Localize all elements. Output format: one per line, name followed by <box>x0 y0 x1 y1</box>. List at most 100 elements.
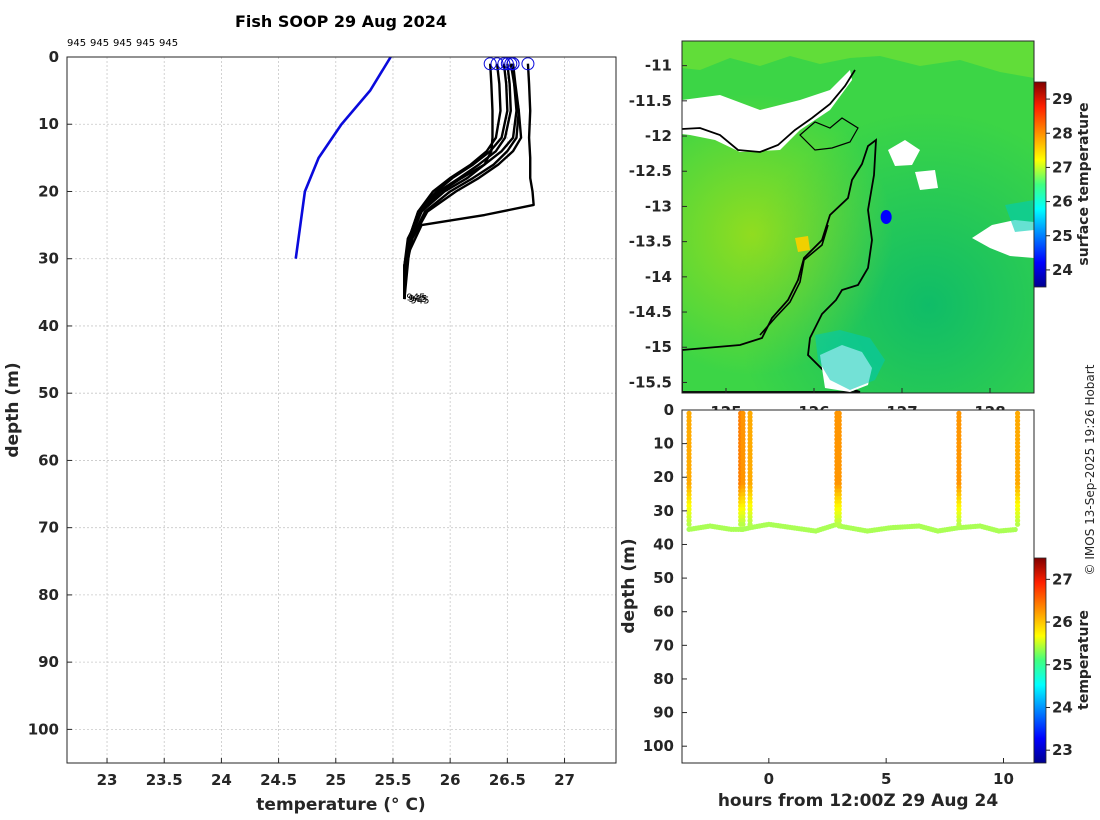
cast-point <box>956 503 962 509</box>
cast-point <box>836 425 842 431</box>
cast-point <box>686 414 692 420</box>
cast-point <box>956 518 962 524</box>
cast-point <box>836 436 842 442</box>
cast-point <box>1014 518 1021 524</box>
cast-point <box>747 410 753 416</box>
cast-point <box>740 451 746 457</box>
cast-point <box>686 447 692 453</box>
cast-point <box>1014 473 1021 479</box>
cast-point <box>836 469 842 476</box>
cast-point <box>1014 421 1021 428</box>
cloud-patch-small <box>915 170 938 190</box>
cast-point <box>836 499 842 505</box>
cast-point <box>740 418 746 424</box>
profile-line-p8 <box>403 63 535 300</box>
cast-point <box>1014 484 1021 490</box>
profile-panel: 23 23.5 24 24.5 25 25.5 26 26.5 27 0 10 20 30 40 50 60… <box>3 38 617 815</box>
profile-x-tick-label: 24.5 <box>260 771 297 789</box>
cast-point <box>740 421 746 428</box>
sst-map-y-tick-label: -11 <box>645 57 672 75</box>
cast-point <box>686 444 692 450</box>
sst-colorbar-label: surface temperature <box>1076 102 1092 265</box>
sst-map-y-tick-label: -15 <box>645 338 672 356</box>
cast-point <box>740 466 746 472</box>
temperature-colorbar-tick-label: 23 <box>1052 741 1073 759</box>
profile-y-tick-label: 100 <box>28 720 59 738</box>
cast-point <box>836 447 842 453</box>
cast-point <box>956 462 962 468</box>
cast-point <box>956 495 962 502</box>
cast-point <box>956 488 962 494</box>
cast-point <box>836 451 842 457</box>
cast-point <box>836 473 842 479</box>
cast-point <box>1014 477 1021 483</box>
sst-colorbar-tick-label: 26 <box>1052 193 1073 211</box>
cast-point <box>836 432 842 439</box>
surface-marker-p1 <box>483 57 497 71</box>
cast-point <box>686 462 692 468</box>
cast-point <box>1014 458 1021 465</box>
cast-point <box>740 458 746 465</box>
cast-point <box>956 514 962 520</box>
profile-x-tick-label: 26 <box>440 771 461 789</box>
cast-point <box>747 521 753 527</box>
cast-point <box>686 455 692 461</box>
cast-point <box>686 499 692 505</box>
cast-point <box>740 484 746 490</box>
cast-point <box>740 506 746 513</box>
depth-time-y-tick-label: 10 <box>653 435 674 453</box>
cast-point <box>956 440 962 446</box>
cast-point <box>956 447 962 453</box>
cast-point <box>747 484 753 490</box>
cast-point <box>686 436 692 442</box>
cast-point <box>747 481 753 487</box>
sst-map-y-tick-label: -13.5 <box>629 233 672 251</box>
cast-point <box>836 488 842 494</box>
cast-point <box>740 503 746 509</box>
cast-point <box>836 418 842 424</box>
temperature-colorbar-tick-label: 27 <box>1052 570 1073 588</box>
cast-point <box>1014 451 1021 457</box>
cast-point <box>747 421 753 428</box>
cast-point <box>836 440 842 446</box>
cast-point <box>686 510 692 516</box>
profile-y-tick-label: 0 <box>49 48 59 66</box>
profile-top-labels: 945 945 945 945 945 <box>67 38 178 49</box>
cast-point <box>956 421 962 428</box>
depth-time-x-ticks: 0 5 10 <box>764 758 1014 788</box>
cast-point <box>686 432 692 439</box>
cast-point <box>1014 466 1021 472</box>
cast-point <box>956 484 962 490</box>
cast-point <box>747 506 753 513</box>
cast-point <box>1014 481 1021 487</box>
cast-point <box>747 414 753 420</box>
cast-point <box>740 444 746 450</box>
cast-point <box>747 462 753 468</box>
cast-point <box>747 447 753 453</box>
cast-point <box>1014 469 1021 476</box>
cast-point <box>836 521 842 527</box>
cast-point <box>740 469 746 476</box>
cast-point <box>836 421 842 428</box>
cast-point <box>747 510 753 516</box>
sst-map-y-tick-label: -15.5 <box>629 373 672 391</box>
cast-point <box>747 477 753 483</box>
cast-point <box>740 425 746 431</box>
profile-y-tick-label: 90 <box>38 653 59 671</box>
cast-point <box>1014 488 1021 494</box>
depth-time-y-tick-label: 60 <box>653 603 674 621</box>
depth-time-y-ticks: 0 10 20 30 40 50 60 70 80 90 100 <box>643 401 687 755</box>
cast-point <box>1014 455 1021 461</box>
cast-point <box>686 518 692 524</box>
profile-grid <box>67 56 616 763</box>
land-outline <box>682 138 878 393</box>
depth-time-x-label: hours from 12:00Z 29 Aug 24 <box>718 791 999 811</box>
cast-point <box>1014 510 1021 516</box>
profile-y-tick-label: 70 <box>38 519 59 537</box>
cast-point <box>686 477 692 483</box>
sst-colorbar <box>1033 81 1047 288</box>
cast-point <box>1014 425 1021 431</box>
profile-y-label: depth (m) <box>3 362 23 457</box>
